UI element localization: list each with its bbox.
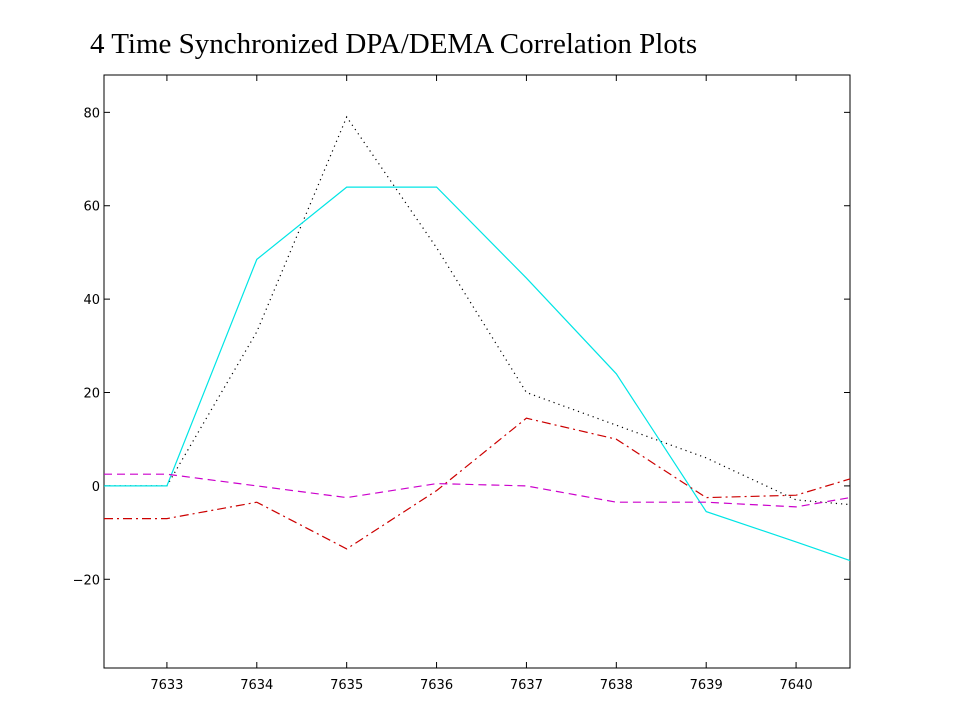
x-tick-label: 7639 — [690, 678, 723, 693]
series-line-1 — [104, 115, 851, 506]
y-tick-label: 40 — [83, 293, 100, 308]
x-tick-label: 7634 — [240, 678, 273, 693]
series-lines — [104, 115, 851, 562]
y-tick-label: 0 — [92, 480, 100, 495]
axis-ticks: 7633 7634 7635 7636 7637 7638 7639 7640 −20 0 20 40… — [73, 75, 850, 693]
y-tick-label: 80 — [83, 106, 100, 121]
chart-title: 4 Time Synchronized DPA/DEMA Correlation… — [90, 28, 698, 60]
series-line-4 — [104, 473, 851, 508]
y-tick-label: 20 — [83, 387, 100, 402]
x-tick-label: 7633 — [150, 678, 183, 693]
x-tick-label: 7640 — [780, 678, 813, 693]
y-tick-label: 60 — [83, 200, 100, 215]
x-tick-label: 7637 — [510, 678, 543, 693]
x-tick-label: 7636 — [420, 678, 453, 693]
series-line-2 — [104, 186, 851, 562]
x-tick-label: 7635 — [330, 678, 363, 693]
plot-frame — [103, 74, 851, 669]
x-tick-label: 7638 — [600, 678, 633, 693]
y-tick-label: −20 — [73, 573, 100, 588]
series-line-3 — [104, 417, 851, 550]
